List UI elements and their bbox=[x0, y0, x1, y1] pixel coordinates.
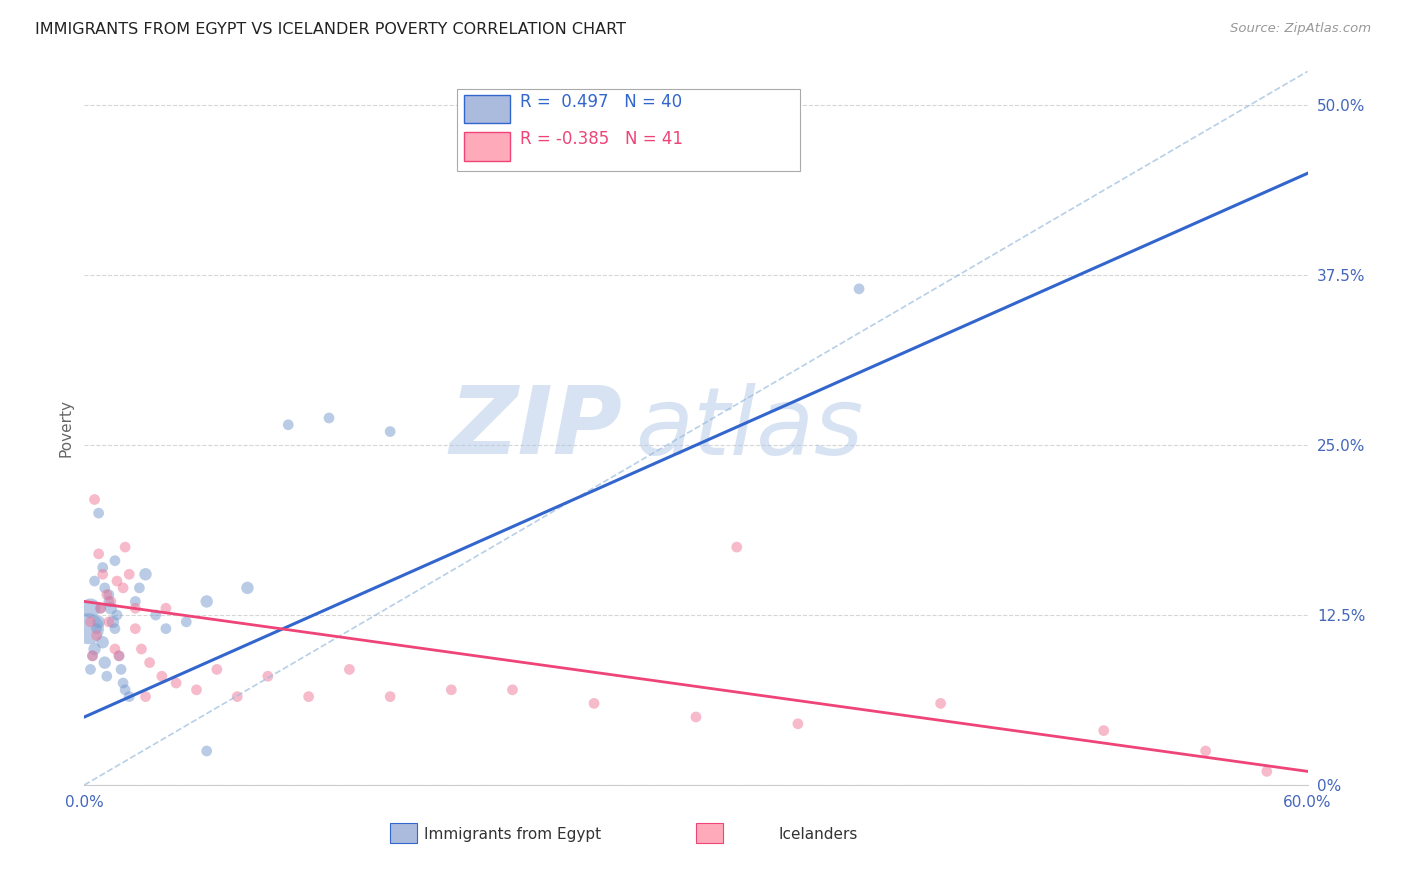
Point bbox=[96, 669, 118, 683]
Point bbox=[155, 601, 177, 615]
Y-axis label: Poverty: Poverty bbox=[58, 399, 73, 458]
Point bbox=[380, 425, 402, 439]
Text: atlas: atlas bbox=[636, 383, 863, 474]
Point bbox=[87, 615, 110, 629]
Point bbox=[104, 642, 127, 657]
Point bbox=[96, 588, 118, 602]
Point bbox=[100, 601, 122, 615]
FancyBboxPatch shape bbox=[464, 95, 510, 123]
Point bbox=[787, 716, 810, 731]
Point bbox=[502, 682, 524, 697]
Point bbox=[77, 622, 100, 636]
Point bbox=[186, 682, 208, 697]
Point bbox=[114, 682, 136, 697]
Point bbox=[114, 540, 136, 554]
Text: IMMIGRANTS FROM EGYPT VS ICELANDER POVERTY CORRELATION CHART: IMMIGRANTS FROM EGYPT VS ICELANDER POVER… bbox=[35, 22, 626, 37]
Point bbox=[110, 662, 132, 676]
Point bbox=[93, 581, 115, 595]
Point bbox=[83, 492, 105, 507]
Text: Source: ZipAtlas.com: Source: ZipAtlas.com bbox=[1230, 22, 1371, 36]
Point bbox=[165, 676, 187, 690]
Point bbox=[87, 547, 110, 561]
Point bbox=[86, 628, 108, 642]
Point bbox=[112, 581, 135, 595]
Point bbox=[91, 635, 114, 649]
Point bbox=[83, 642, 105, 657]
Point bbox=[1256, 764, 1278, 779]
Point bbox=[205, 662, 228, 676]
Point bbox=[124, 622, 146, 636]
Point bbox=[195, 594, 218, 608]
Point bbox=[174, 615, 197, 629]
Text: R =  0.497   N = 40: R = 0.497 N = 40 bbox=[520, 93, 682, 111]
Point bbox=[1092, 723, 1115, 738]
Point bbox=[124, 594, 146, 608]
Point bbox=[104, 622, 127, 636]
FancyBboxPatch shape bbox=[696, 823, 723, 844]
Point bbox=[277, 417, 299, 432]
Point bbox=[104, 554, 127, 568]
FancyBboxPatch shape bbox=[391, 823, 418, 844]
Point bbox=[138, 656, 160, 670]
FancyBboxPatch shape bbox=[457, 89, 800, 171]
Point bbox=[83, 574, 105, 588]
Point bbox=[97, 594, 120, 608]
Text: Immigrants from Egypt: Immigrants from Egypt bbox=[425, 828, 600, 842]
Point bbox=[100, 594, 122, 608]
Point bbox=[135, 567, 157, 582]
Point bbox=[848, 282, 870, 296]
Point bbox=[725, 540, 748, 554]
Point bbox=[226, 690, 249, 704]
Point bbox=[79, 601, 101, 615]
Point bbox=[82, 648, 104, 663]
Point bbox=[685, 710, 707, 724]
Point bbox=[87, 506, 110, 520]
Point bbox=[105, 608, 128, 623]
Point bbox=[150, 669, 173, 683]
Point bbox=[195, 744, 218, 758]
Point bbox=[929, 697, 952, 711]
Point bbox=[339, 662, 361, 676]
Point bbox=[145, 608, 167, 623]
FancyBboxPatch shape bbox=[464, 132, 510, 161]
Point bbox=[101, 615, 124, 629]
Point bbox=[298, 690, 321, 704]
Point bbox=[91, 560, 114, 574]
Point bbox=[82, 648, 104, 663]
Point bbox=[1195, 744, 1218, 758]
Text: ZIP: ZIP bbox=[450, 382, 623, 475]
Point bbox=[380, 690, 402, 704]
Point bbox=[105, 574, 128, 588]
Point bbox=[112, 676, 135, 690]
Point bbox=[97, 615, 120, 629]
Point bbox=[124, 601, 146, 615]
Point bbox=[118, 567, 141, 582]
Point bbox=[135, 690, 157, 704]
Point bbox=[91, 567, 114, 582]
Point bbox=[155, 622, 177, 636]
Point bbox=[583, 697, 606, 711]
Point bbox=[79, 615, 101, 629]
Point bbox=[90, 601, 112, 615]
Point bbox=[86, 622, 108, 636]
Point bbox=[128, 581, 150, 595]
Point bbox=[90, 601, 112, 615]
Text: Icelanders: Icelanders bbox=[779, 828, 858, 842]
Point bbox=[97, 588, 120, 602]
Point bbox=[440, 682, 463, 697]
Text: R = -0.385   N = 41: R = -0.385 N = 41 bbox=[520, 130, 683, 148]
Point bbox=[318, 411, 340, 425]
Point bbox=[257, 669, 280, 683]
Point bbox=[118, 690, 141, 704]
Point bbox=[108, 648, 131, 663]
Point bbox=[236, 581, 259, 595]
Point bbox=[108, 648, 131, 663]
Point bbox=[93, 656, 115, 670]
Point bbox=[131, 642, 153, 657]
Point bbox=[79, 662, 101, 676]
